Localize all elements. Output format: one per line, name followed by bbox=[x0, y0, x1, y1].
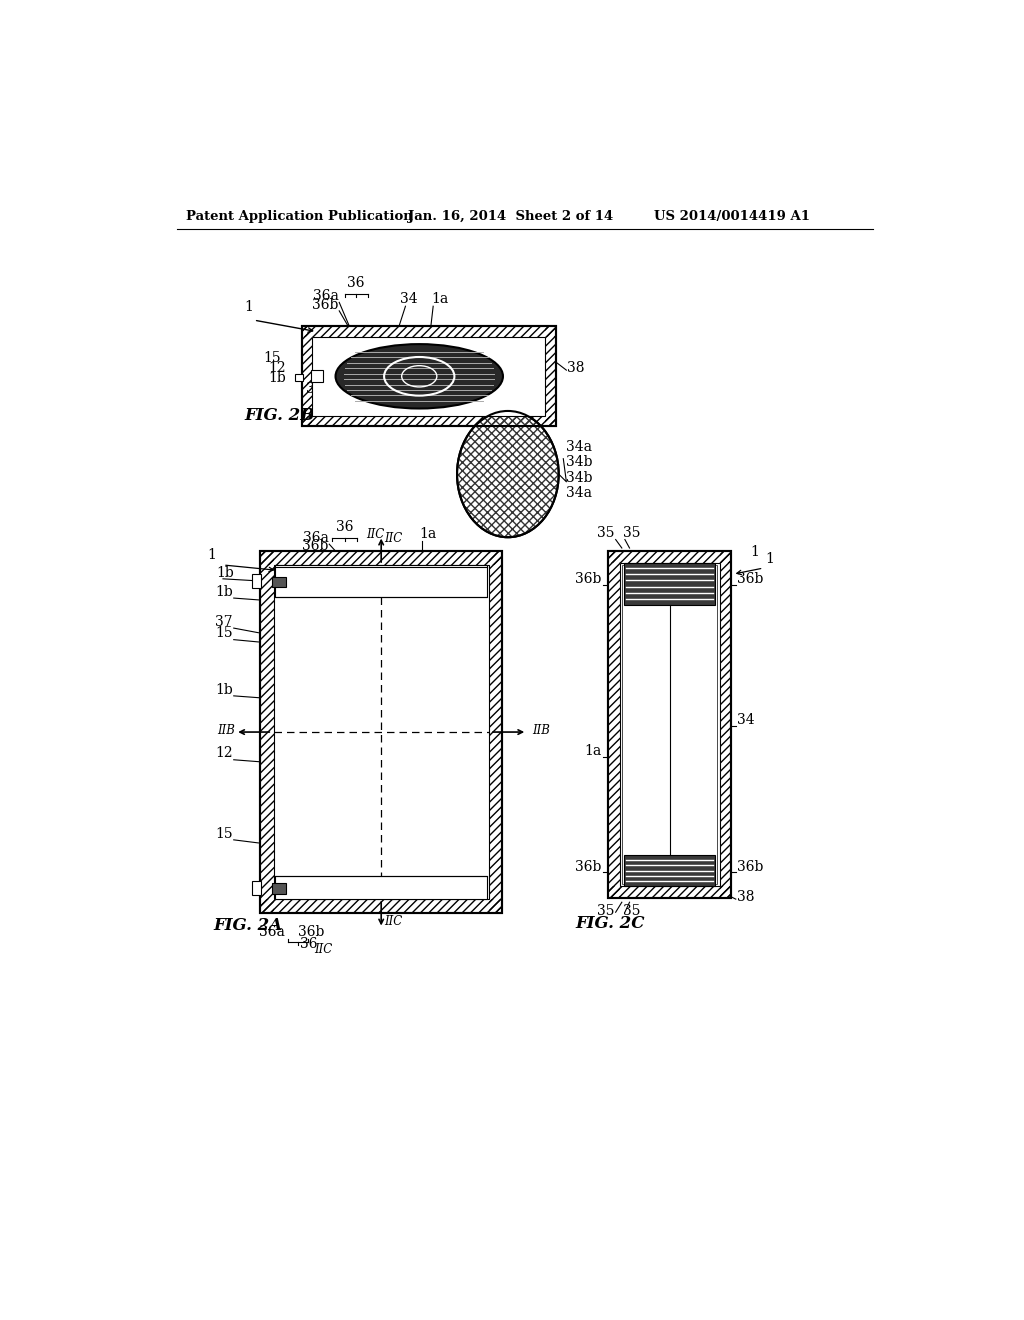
Text: 1b: 1b bbox=[215, 682, 233, 697]
Text: 36: 36 bbox=[300, 937, 317, 950]
Text: 36b: 36b bbox=[575, 573, 602, 586]
Text: FIG. 2C: FIG. 2C bbox=[575, 915, 645, 932]
Text: 36a: 36a bbox=[259, 925, 285, 939]
Bar bbox=[260, 899, 503, 913]
Ellipse shape bbox=[457, 411, 559, 537]
Text: 34a: 34a bbox=[566, 486, 592, 500]
Text: 12: 12 bbox=[215, 747, 233, 760]
Text: IIC: IIC bbox=[367, 528, 384, 541]
Text: 36b: 36b bbox=[302, 539, 329, 553]
Text: 34b: 34b bbox=[566, 471, 593, 484]
Text: 1: 1 bbox=[208, 548, 216, 562]
Bar bbox=[272, 577, 286, 587]
Bar bbox=[260, 552, 503, 913]
Bar bbox=[252, 880, 261, 895]
Bar bbox=[608, 552, 731, 898]
Text: 34b: 34b bbox=[566, 455, 593, 470]
Bar bbox=[260, 552, 503, 913]
Bar bbox=[545, 326, 556, 426]
Bar bbox=[275, 876, 487, 899]
Bar bbox=[273, 565, 488, 899]
Bar bbox=[608, 552, 731, 898]
Text: US 2014/0014419 A1: US 2014/0014419 A1 bbox=[654, 210, 810, 223]
Text: 34: 34 bbox=[400, 292, 418, 306]
Text: 36b: 36b bbox=[737, 573, 764, 586]
Text: 1: 1 bbox=[766, 552, 775, 566]
Text: 36b: 36b bbox=[575, 859, 602, 874]
Bar bbox=[301, 326, 312, 426]
Text: IIC: IIC bbox=[384, 915, 402, 928]
Bar bbox=[488, 552, 503, 913]
Bar bbox=[295, 374, 303, 381]
Bar bbox=[608, 552, 620, 898]
Text: 1a: 1a bbox=[585, 744, 602, 758]
Text: 15: 15 bbox=[215, 826, 233, 841]
Text: 38: 38 bbox=[737, 891, 755, 904]
Bar bbox=[272, 883, 286, 894]
Text: 1: 1 bbox=[751, 545, 759, 558]
Text: 1b: 1b bbox=[217, 565, 234, 579]
Bar bbox=[301, 326, 556, 426]
Bar bbox=[608, 552, 731, 562]
Text: 35: 35 bbox=[624, 527, 641, 540]
Bar bbox=[260, 552, 273, 913]
Text: 1b: 1b bbox=[215, 585, 233, 599]
Bar bbox=[312, 337, 545, 416]
Text: 34: 34 bbox=[737, 713, 755, 727]
Text: 35: 35 bbox=[597, 527, 614, 540]
Bar bbox=[301, 326, 556, 426]
Bar bbox=[260, 552, 503, 565]
Text: Patent Application Publication: Patent Application Publication bbox=[186, 210, 413, 223]
Text: FIG. 2B: FIG. 2B bbox=[245, 407, 314, 424]
Bar bbox=[620, 562, 720, 886]
Text: 15: 15 bbox=[263, 351, 281, 364]
Text: IIC: IIC bbox=[313, 942, 332, 956]
Text: 1a: 1a bbox=[431, 292, 449, 306]
Text: 34: 34 bbox=[462, 696, 479, 710]
Text: 15: 15 bbox=[215, 627, 233, 640]
Text: 37: 37 bbox=[215, 615, 233, 628]
Text: 12: 12 bbox=[268, 360, 286, 375]
Text: 1b: 1b bbox=[268, 371, 286, 384]
Text: 34a: 34a bbox=[566, 440, 592, 454]
Bar bbox=[252, 574, 261, 589]
Text: 36a: 36a bbox=[312, 289, 339, 304]
Text: IIC: IIC bbox=[384, 532, 402, 545]
Text: 36b: 36b bbox=[737, 859, 764, 874]
Text: 35: 35 bbox=[624, 903, 641, 917]
Text: IIB: IIB bbox=[531, 725, 550, 738]
Bar bbox=[301, 326, 556, 337]
Text: 38: 38 bbox=[567, 362, 585, 375]
Text: 36b: 36b bbox=[306, 383, 333, 396]
Bar bbox=[275, 565, 487, 598]
Text: 36a: 36a bbox=[302, 531, 329, 545]
Text: 1: 1 bbox=[245, 300, 253, 314]
Text: 36b: 36b bbox=[298, 925, 325, 939]
Bar bbox=[301, 416, 556, 426]
Bar bbox=[625, 562, 715, 605]
Text: 1a: 1a bbox=[419, 527, 436, 541]
Ellipse shape bbox=[336, 345, 503, 408]
Text: 36b: 36b bbox=[312, 297, 339, 312]
Bar bbox=[720, 552, 731, 898]
Text: 36: 36 bbox=[336, 520, 353, 535]
Bar bbox=[625, 855, 715, 886]
Text: Jan. 16, 2014  Sheet 2 of 14: Jan. 16, 2014 Sheet 2 of 14 bbox=[408, 210, 613, 223]
Bar bbox=[310, 370, 323, 383]
Text: 36: 36 bbox=[347, 276, 365, 290]
Text: FIG. 2A: FIG. 2A bbox=[214, 917, 283, 935]
Text: IIB: IIB bbox=[217, 725, 236, 738]
Text: 35: 35 bbox=[597, 903, 614, 917]
Bar bbox=[608, 886, 731, 898]
